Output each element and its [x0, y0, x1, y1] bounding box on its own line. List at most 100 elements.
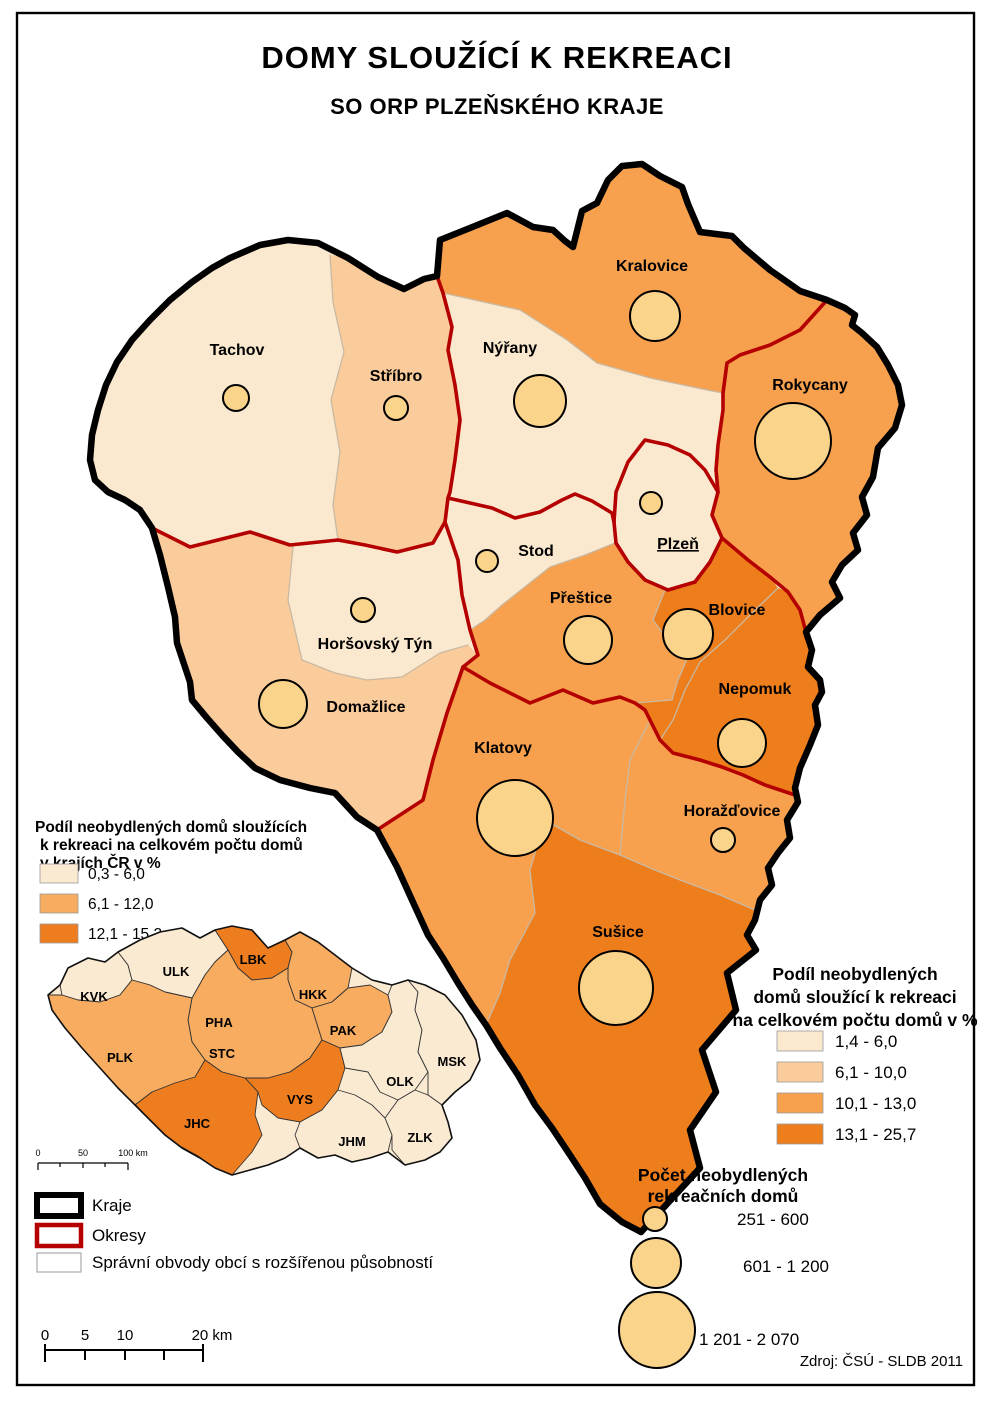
- okres-border-layer: [150, 274, 829, 832]
- legend-orp-line-label: Správní obvody obcí s rozšířenou působno…: [92, 1253, 433, 1272]
- region-label-klatovy: Klatovy: [474, 740, 532, 757]
- legend-kraje-cr-title-line1: Podíl neobydlených domů sloužících: [35, 819, 307, 836]
- orp-border-klatovy-susice-west: [485, 819, 546, 1026]
- inset-label-VYS: VYS: [287, 1092, 313, 1107]
- region-label-blovice: Blovice: [709, 602, 766, 619]
- region-label-susice: Sušice: [592, 924, 644, 941]
- orp-border-tachov-stribro: [329, 254, 345, 541]
- inset-label-ZLK: ZLK: [407, 1130, 433, 1145]
- inset-label-PHA: PHA: [205, 1015, 233, 1030]
- orp-border-horsovsky-tyn-domazlice: [287, 546, 469, 681]
- legend-kraje-label-2: 6,1 - 12,0: [88, 896, 154, 913]
- symbol-circle-susice: [578, 950, 654, 1026]
- legend-kraje-swatch-2: [39, 893, 79, 914]
- legend-circle-medium: [630, 1237, 682, 1289]
- symbol-circle-plzen: [639, 491, 663, 515]
- region-horazdovice: [620, 720, 798, 910]
- inset-label-MSK: MSK: [438, 1054, 468, 1069]
- inset-label-LBK: LBK: [240, 952, 267, 967]
- inset-label-ULK: ULK: [163, 964, 190, 979]
- okres-border-rokycany-south: [720, 536, 808, 634]
- inset-scalebar-label-50: 50: [78, 1148, 88, 1158]
- symbol-circle-nepomuk: [717, 718, 767, 768]
- okres-border-domazlice-east: [375, 520, 480, 832]
- region-label-nepomuk: Nepomuk: [719, 681, 792, 698]
- orp-border-klatovy-susice-north: [544, 819, 621, 856]
- legend-orp-label-4: 13,1 - 25,7: [835, 1125, 916, 1144]
- legend-kraje-swatch-3: [39, 923, 79, 944]
- legend-orp-label-1: 1,4 - 6,0: [835, 1032, 897, 1051]
- main-scalebar: 0 5 10 20 km: [41, 1327, 233, 1362]
- okres-border-klatovy-north: [461, 665, 797, 797]
- okres-border-tachov-east: [435, 274, 462, 524]
- legend-orp-swatch-3: [776, 1092, 824, 1114]
- region-label-stod: Stod: [518, 543, 554, 560]
- region-label-plzen: Plzeň: [657, 536, 699, 553]
- region-label-prestice: Přeštice: [550, 590, 612, 607]
- region-label-layer: Tachov Stříbro Nýřany Kralovice Rokycany Plze…: [210, 258, 848, 941]
- scalebar-label-10: 10: [117, 1327, 134, 1344]
- symbol-circle-tachov: [222, 384, 250, 412]
- symbol-circle-stribro: [383, 395, 409, 421]
- symbol-circle-layer: [222, 290, 832, 1026]
- symbol-circle-rokycany: [754, 402, 832, 480]
- inset-label-OLK: OLK: [386, 1074, 414, 1089]
- inset-label-HKK: HKK: [299, 987, 328, 1002]
- symbol-circle-prestice: [563, 615, 613, 665]
- scalebar-label-0: 0: [41, 1327, 49, 1344]
- symbol-circle-horazdovice: [710, 827, 736, 853]
- region-kralovice: [437, 164, 827, 393]
- legend-kraje-cr-title-line2: k rekreaci na celkovém počtu domů: [40, 837, 303, 854]
- legend-orp-swatch-4: [776, 1123, 824, 1145]
- region-label-nyrany: Nýřany: [483, 340, 537, 357]
- legend-orp-title-line1: Podíl neobydlených: [772, 964, 937, 984]
- region-nepomuk: [660, 588, 822, 795]
- orp-border-susice-horazdovice: [619, 854, 756, 911]
- legend-orp-label-3: 10,1 - 13,0: [835, 1094, 916, 1113]
- inset-label-PLK: PLK: [107, 1050, 134, 1065]
- scalebar-label-5: 5: [81, 1327, 89, 1344]
- legend-okresy-line-swatch: [34, 1222, 84, 1249]
- scalebar-label-20: 20 km: [192, 1327, 233, 1344]
- inset-scalebar-bar: [37, 1162, 129, 1170]
- legend-circle-small-label: 251 - 600: [737, 1210, 809, 1229]
- legend-kraje-cr: Podíl neobydlených domů sloužících k rek…: [35, 819, 307, 944]
- okres-border-plzen-sever-jih: [446, 492, 616, 524]
- okres-border-rokycany-north: [714, 298, 829, 494]
- inset-label-JHC: JHC: [184, 1116, 211, 1131]
- orp-border-blovice-nepomuk: [659, 587, 779, 741]
- legend-okresy-line-label: Okresy: [92, 1226, 146, 1245]
- legend-orp-label-2: 6,1 - 10,0: [835, 1063, 907, 1082]
- legend-circle-large-label: 1 201 - 2 070: [699, 1330, 799, 1349]
- symbol-circle-kralovice: [629, 290, 681, 342]
- legend-circle-small: [642, 1206, 668, 1232]
- legend-circles-title-line1: Počet neobydlených: [638, 1165, 808, 1185]
- region-label-horsovsky-tyn: Horšovský Týn: [318, 636, 433, 653]
- symbol-circle-stod: [475, 549, 499, 573]
- page-title: DOMY SLOUŽÍCÍ K REKREACI: [261, 39, 732, 75]
- inset-scalebar-label-100: 100 km: [118, 1148, 148, 1158]
- symbol-circle-klatovy: [476, 779, 554, 857]
- orp-border-stod-prestice: [469, 542, 616, 631]
- source-note: Zdroj: ČSÚ - SLDB 2011: [800, 1353, 963, 1370]
- okres-border-tachov-south: [150, 520, 447, 554]
- region-label-kralovice: Kralovice: [616, 258, 688, 275]
- orp-border-klatovy-horazdovice: [619, 719, 651, 856]
- region-label-horazdovice: Horažďovice: [684, 803, 781, 820]
- region-domazlice: [152, 528, 478, 830]
- legend-circles-title-line2: rekreačních domů: [648, 1186, 799, 1206]
- legend-orp-swatch-2: [776, 1061, 824, 1083]
- kraj-outline: [86, 160, 906, 1236]
- legend-circle-medium-label: 601 - 1 200: [743, 1257, 829, 1276]
- legend-orp-title-line2: domů sloužící k rekreaci: [753, 987, 956, 1007]
- symbol-circle-blovice: [662, 608, 714, 660]
- legend-line-types: Kraje Okresy Správní obvody obcí s rozší…: [34, 1192, 433, 1273]
- legend-kraje-line-label: Kraje: [92, 1196, 132, 1215]
- legend-kraje-swatch-1: [39, 863, 79, 884]
- inset-label-KVK: KVK: [80, 989, 108, 1004]
- inset-map-cr: KVK ULK LBK HKK PHA STC PLK PAK VYS JHC OLK MSK JHM Z…: [47, 925, 481, 1176]
- inset-label-PAK: PAK: [330, 1023, 357, 1038]
- legend-orp: Podíl neobydlených domů sloužící k rekre…: [732, 964, 978, 1145]
